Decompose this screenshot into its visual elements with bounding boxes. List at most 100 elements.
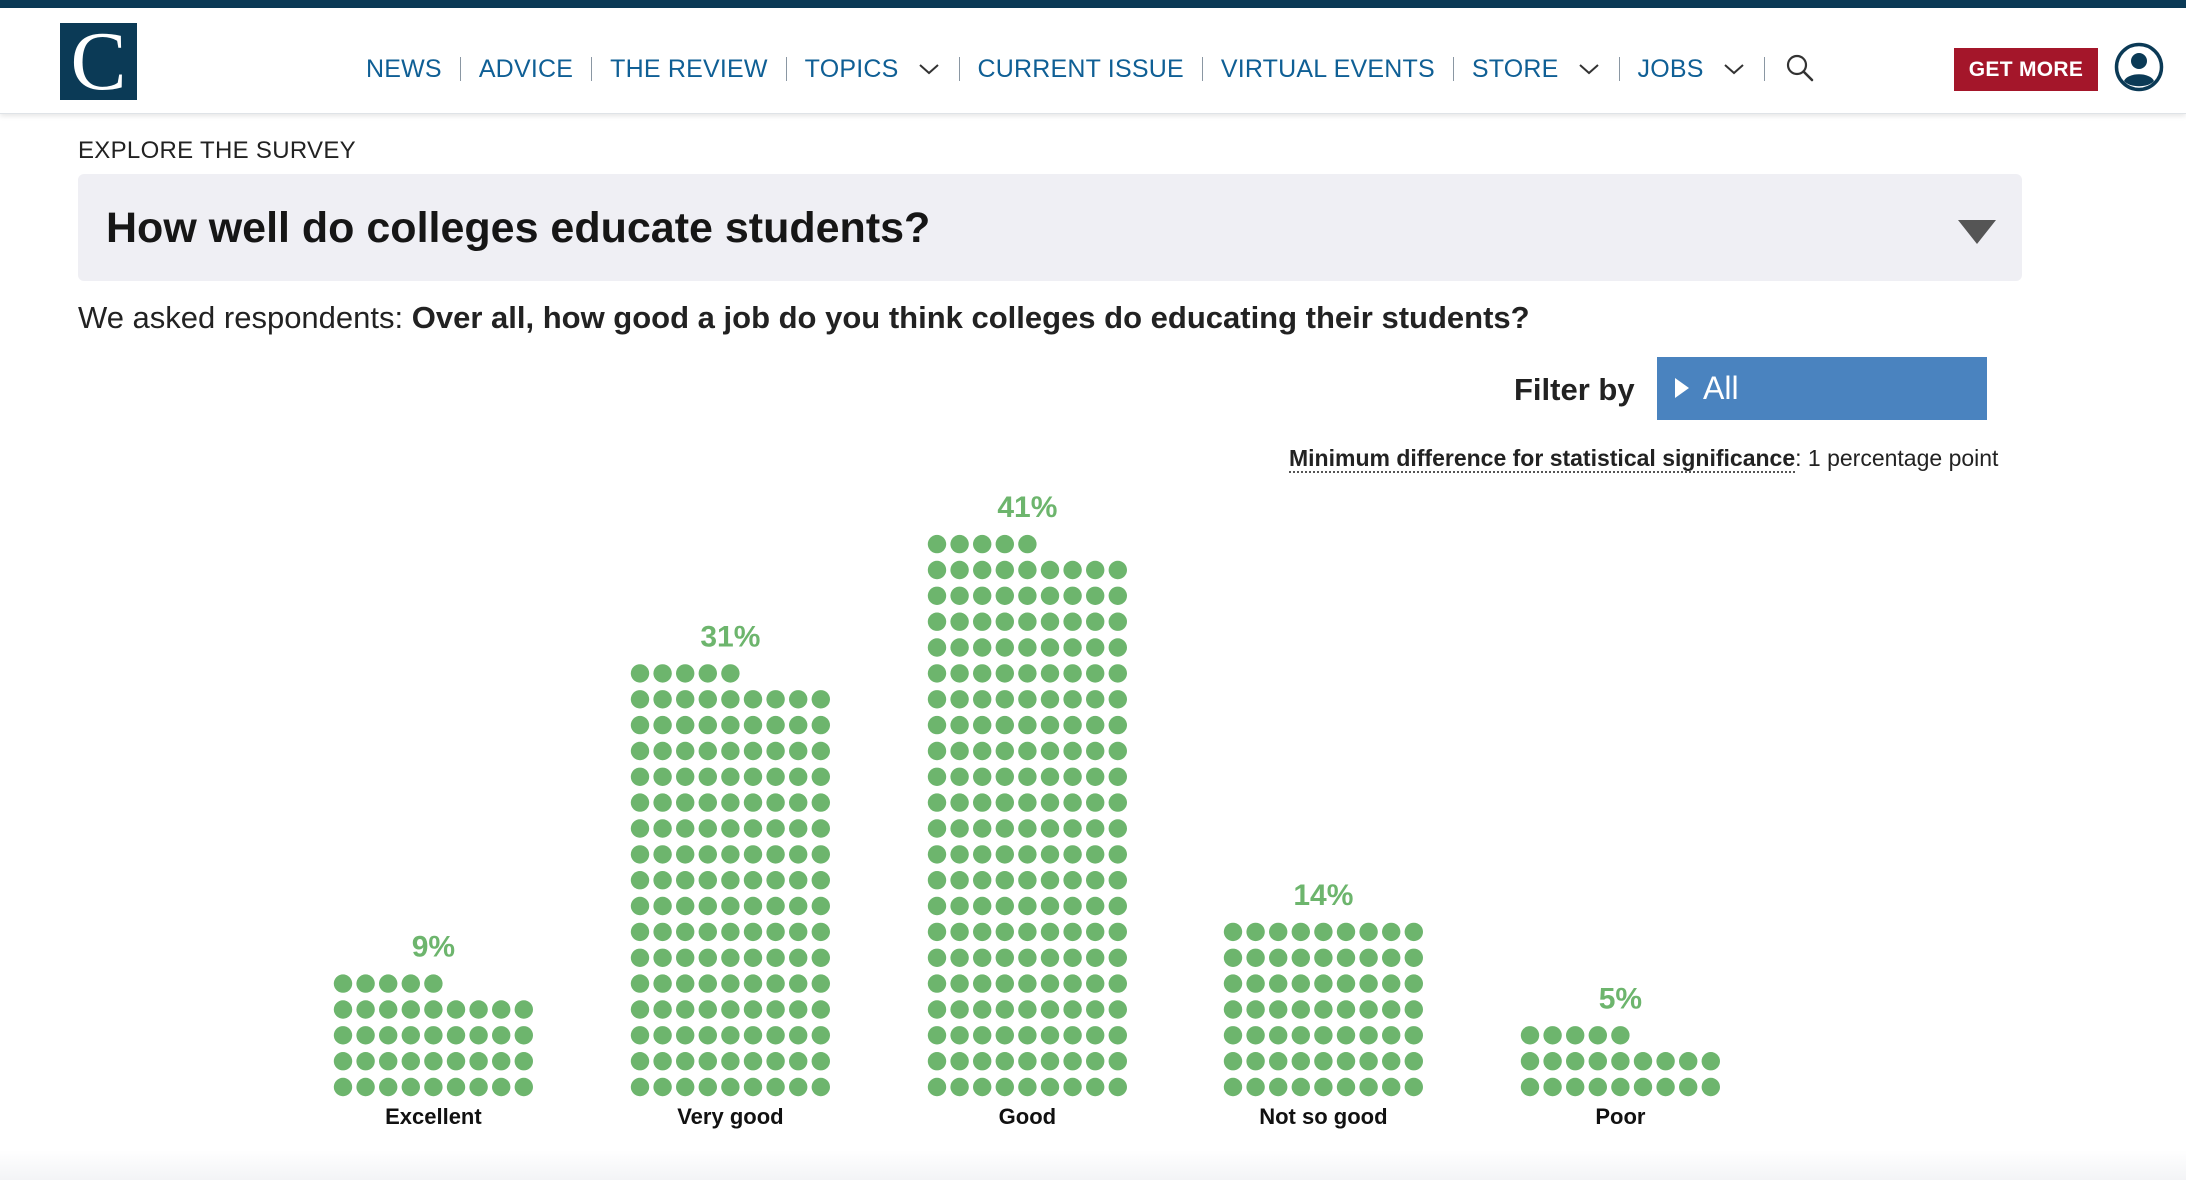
dot-mark <box>1063 922 1082 942</box>
dot-mark <box>1063 1052 1082 1071</box>
min-difference-term[interactable]: Minimum difference for statistical signi… <box>1289 445 1796 473</box>
dot-mark <box>1291 948 1311 967</box>
dot-mark <box>1291 974 1311 993</box>
dot-mark <box>1359 974 1378 993</box>
dot-mark <box>424 1077 443 1097</box>
min-difference-value: : 1 percentage point <box>1795 445 1999 471</box>
dot-mark <box>1269 948 1288 967</box>
dot-mark <box>1040 638 1060 657</box>
dot-mark <box>379 1000 398 1019</box>
dot-mark <box>1086 922 1105 942</box>
nav-divider <box>1201 57 1203 81</box>
dot-mark <box>446 1052 466 1071</box>
dot-mark <box>995 922 1014 942</box>
dot-mark <box>1063 896 1082 916</box>
dot-mark <box>766 922 785 942</box>
dot-mark <box>1063 612 1082 631</box>
dot-mark <box>1566 1077 1585 1097</box>
dot-mark <box>469 1077 488 1097</box>
dot-mark <box>653 1026 672 1045</box>
asked-question: Over all, how good a job do you think co… <box>411 300 1530 335</box>
dot-mark <box>446 1000 466 1019</box>
dot-mark <box>811 690 830 709</box>
dot-mark <box>1359 948 1378 967</box>
nav-virtual-events[interactable]: VIRTUAL EVENTS <box>1221 55 1435 84</box>
dot-mark <box>514 1077 533 1097</box>
filter-select[interactable]: All <box>1657 357 1987 420</box>
nav-divider <box>459 57 461 81</box>
dot-mark <box>1040 1000 1060 1019</box>
dot-mark <box>973 767 992 786</box>
dot-mark <box>743 948 763 967</box>
dot-mark <box>446 1077 466 1097</box>
dot-mark <box>1040 560 1060 580</box>
user-account-icon[interactable] <box>2114 42 2164 92</box>
dot-mark <box>1611 1026 1630 1045</box>
dot-mark <box>1656 1077 1675 1097</box>
dot-mark <box>743 819 763 838</box>
dot-mark <box>1404 1000 1424 1019</box>
dot-mark <box>950 974 969 993</box>
dot-mark <box>1040 845 1060 864</box>
nav-store[interactable]: STORE <box>1472 55 1601 84</box>
dot-mark <box>1018 638 1037 657</box>
dot-mark <box>721 845 740 864</box>
dot-mark <box>1108 560 1128 580</box>
dot-mark <box>1086 1077 1105 1097</box>
dot-mark <box>995 715 1014 735</box>
dot-mark <box>766 845 785 864</box>
search-icon[interactable] <box>1783 52 1817 86</box>
dot-mark <box>766 1052 785 1071</box>
dot-mark <box>721 741 740 761</box>
nav-topics[interactable]: TOPICS <box>805 55 941 84</box>
dot-mark <box>1314 1052 1333 1071</box>
question-dropdown[interactable]: How well do colleges educate students? <box>78 174 2022 281</box>
dot-mark <box>653 767 672 786</box>
dot-mark <box>676 715 695 735</box>
dot-mark <box>424 1000 443 1019</box>
dot-mark <box>766 767 785 786</box>
dot-mark <box>766 1077 785 1097</box>
nav-divider <box>785 57 787 81</box>
chevron-down-icon[interactable] <box>917 62 941 76</box>
dot-mark <box>743 741 763 761</box>
site-logo[interactable]: C <box>60 20 137 104</box>
dot-mark <box>973 664 992 683</box>
nav-news[interactable]: NEWS <box>366 55 442 84</box>
dot-mark <box>995 819 1014 838</box>
nav-jobs[interactable]: JOBS <box>1638 55 1746 84</box>
dot-mark <box>653 664 672 683</box>
chevron-down-icon[interactable] <box>1722 62 1746 76</box>
dot-mark <box>995 974 1014 993</box>
nav-current-issue[interactable]: CURRENT ISSUE <box>978 55 1184 84</box>
dot-mark <box>743 974 763 993</box>
dot-mark <box>995 690 1014 709</box>
dot-mark <box>927 1000 947 1019</box>
dot-mark <box>789 1026 808 1045</box>
get-more-button[interactable]: GET MORE <box>1954 48 2098 91</box>
dot-mark <box>721 871 740 890</box>
dot-mark <box>1108 1000 1128 1019</box>
dot-mark <box>1108 1052 1128 1071</box>
dot-mark <box>1040 974 1060 993</box>
chevron-down-icon[interactable] <box>1577 62 1601 76</box>
dot-mark <box>927 638 947 657</box>
dot-mark <box>950 1026 969 1045</box>
dot-mark <box>789 896 808 916</box>
nav-the-review[interactable]: THE REVIEW <box>610 55 768 84</box>
nav-advice[interactable]: ADVICE <box>479 55 573 84</box>
dot-mark <box>766 974 785 993</box>
dot-mark <box>1018 948 1037 967</box>
dot-mark <box>676 1026 695 1045</box>
dot-mark <box>333 974 353 993</box>
dot-mark <box>721 793 740 812</box>
dot-mark <box>995 896 1014 916</box>
dot-mark <box>1018 612 1037 631</box>
dot-mark <box>1404 1052 1424 1071</box>
dot-mark <box>927 1026 947 1045</box>
dot-mark <box>1018 974 1037 993</box>
section-label: EXPLORE THE SURVEY <box>78 137 356 164</box>
dot-mark <box>1223 1026 1243 1045</box>
dot-mark <box>1040 1026 1060 1045</box>
dot-mark <box>927 612 947 631</box>
